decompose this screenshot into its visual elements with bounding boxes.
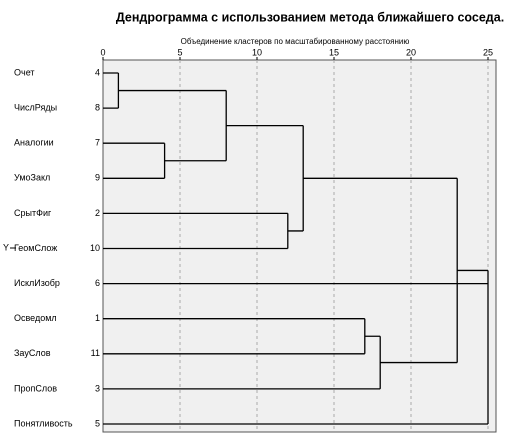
leaf-id: 11 — [91, 348, 100, 358]
leaf-label: ПропСлов — [14, 383, 57, 393]
leaf-id: 10 — [90, 243, 100, 253]
x-tick-label: 25 — [483, 47, 493, 57]
leaf-id: 8 — [95, 102, 100, 112]
leaf-id: 5 — [95, 418, 100, 428]
x-axis-label: Объединение кластеров по масштабированно… — [181, 37, 410, 46]
x-tick-label: 0 — [100, 47, 105, 57]
leaf-id: 3 — [95, 383, 100, 393]
leaf-label: ЧислРяды — [14, 102, 57, 112]
leaf-label: ИсклИзобр — [14, 278, 60, 288]
plot-area — [102, 59, 497, 433]
leaf-label: УмоЗакл — [14, 173, 50, 183]
x-tick-label: 20 — [406, 47, 416, 57]
x-tick-label: 10 — [252, 47, 262, 57]
leaf-label: Осведомл — [14, 313, 57, 323]
leaf-label: ЗауСлов — [14, 348, 51, 358]
merge-link — [103, 269, 489, 425]
leaf-id: 1 — [95, 313, 100, 323]
leaf-label: Аналогии — [14, 138, 54, 148]
leaf-label: Понятливость — [14, 418, 73, 428]
leaf-id: 7 — [95, 138, 100, 148]
x-tick-label: 5 — [177, 47, 182, 57]
leaf-id: 4 — [95, 67, 100, 77]
y-axis-label: Y — [3, 242, 9, 252]
leaf-id: 2 — [95, 208, 100, 218]
leaf-id: 9 — [95, 173, 100, 183]
leaf-id: 6 — [95, 278, 100, 288]
leaf-label: СрытФиг — [14, 208, 52, 218]
leaf-label: Очет — [14, 67, 35, 77]
leaf-label: ГеомСлож — [14, 243, 57, 253]
x-tick-label: 15 — [329, 47, 339, 57]
chart-title: Дендрограмма с использованием метода бли… — [116, 10, 504, 24]
